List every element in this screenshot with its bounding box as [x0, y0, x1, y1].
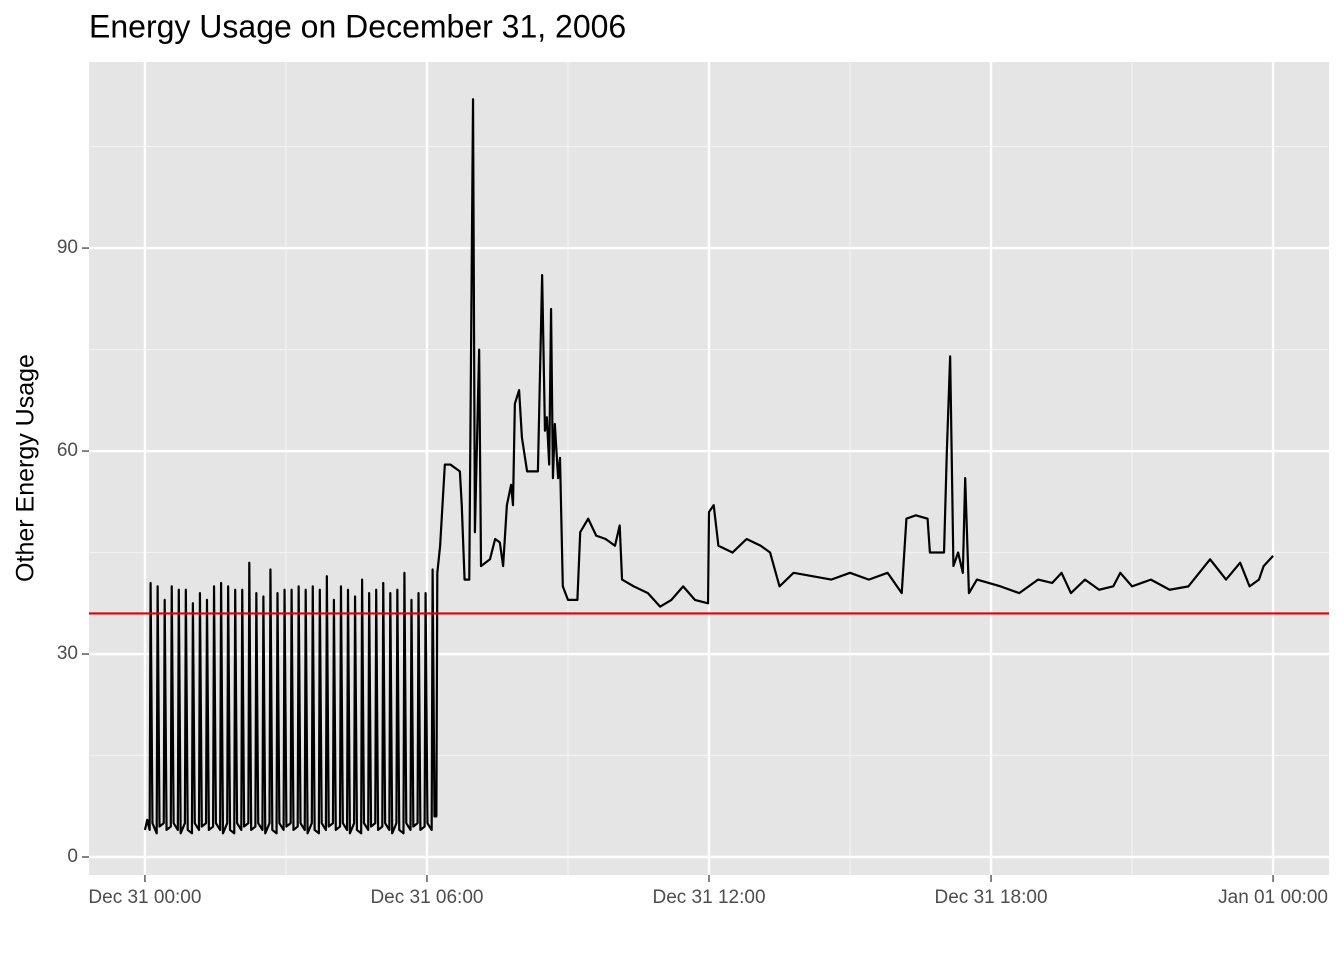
chart-title: Energy Usage on December 31, 2006 — [89, 8, 626, 44]
x-tick-label: Dec 31 18:00 — [935, 887, 1048, 908]
y-tick-label: 0 — [67, 846, 78, 867]
x-tick-label: Jan 01 00:00 — [1218, 887, 1328, 908]
y-tick-label: 90 — [57, 237, 78, 258]
y-axis-title: Other Energy Usage — [12, 354, 40, 582]
x-tick-label: Dec 31 00:00 — [88, 887, 201, 908]
x-tick-label: Dec 31 12:00 — [652, 887, 765, 908]
y-tick-label: 60 — [57, 440, 78, 461]
data-line — [143, 98, 1274, 835]
y-tick-label: 30 — [57, 643, 78, 664]
x-tick-label: Dec 31 06:00 — [370, 887, 483, 908]
